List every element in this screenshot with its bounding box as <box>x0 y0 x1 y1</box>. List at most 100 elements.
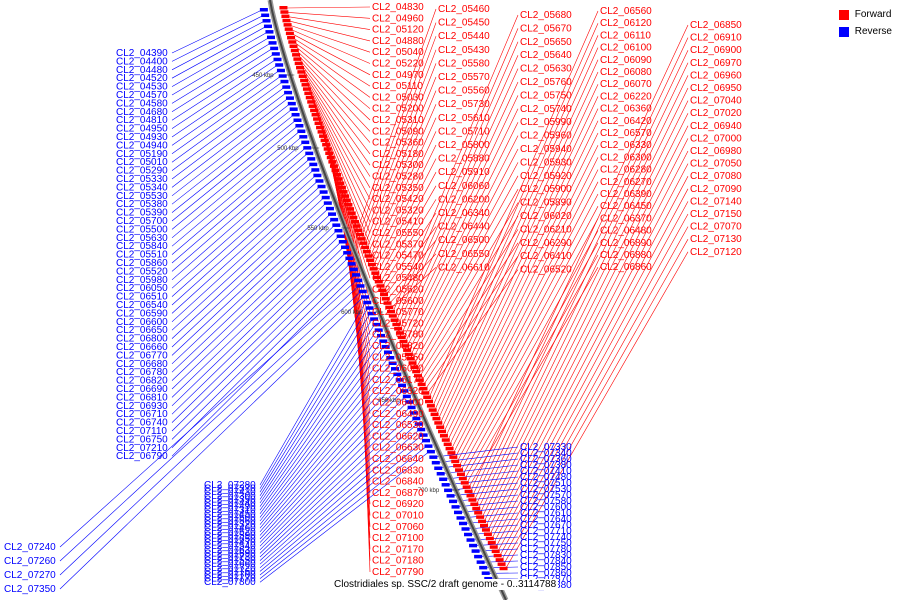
forward-gene <box>376 284 385 288</box>
reverse-connector <box>171 192 322 331</box>
forward-connector <box>458 206 599 467</box>
reverse-gene-label: CL2_07760 <box>204 566 256 577</box>
forward-gene-label: CL2_05430 <box>438 45 490 56</box>
forward-gene-label: CL2_05420 <box>372 194 424 205</box>
reverse-gene-label: CL2_07480 <box>520 472 572 483</box>
forward-gene <box>412 369 421 374</box>
forward-gene <box>308 104 317 108</box>
reverse-gene <box>311 168 320 172</box>
forward-gene <box>337 185 346 190</box>
forward-gene-label: CL2_05670 <box>520 23 572 34</box>
forward-gene-label: CL2_06610 <box>438 262 490 273</box>
reverse-connector <box>171 87 285 171</box>
forward-gene-label: CL2_06520 <box>520 265 572 276</box>
reverse-gene <box>265 30 274 34</box>
reverse-gene-label: CL2_07740 <box>520 532 572 543</box>
forward-gene <box>319 134 328 138</box>
reverse-gene-label: CL2_07710 <box>520 526 572 537</box>
forward-gene <box>410 365 419 370</box>
reverse-gene-label: CL2_05010 <box>116 157 168 168</box>
forward-connector <box>401 81 519 334</box>
forward-connector <box>368 90 437 253</box>
forward-gene-label: CL2_05550 <box>372 228 424 239</box>
forward-gene <box>347 211 356 215</box>
forward-gene-label: CL2_05740 <box>520 104 572 115</box>
reverse-gene-label: CL2_07500 <box>204 512 256 523</box>
reverse-gene-label: CL2_07690 <box>204 548 256 559</box>
forward-gene <box>495 558 504 562</box>
forward-gene-label: CL2_05820 <box>372 341 424 352</box>
forward-gene <box>434 421 443 425</box>
reverse-connector <box>259 313 371 493</box>
forward-gene <box>385 305 394 310</box>
reverse-gene <box>454 510 463 515</box>
forward-gene-label: CL2_05650 <box>520 37 572 48</box>
forward-gene <box>300 78 309 83</box>
forward-connector <box>501 226 689 561</box>
reverse-gene <box>266 35 275 40</box>
reverse-gene-label: CL2_06690 <box>116 384 168 395</box>
forward-connector <box>295 46 371 109</box>
reverse-gene-label: CL2_05500 <box>116 224 168 235</box>
forward-gene <box>297 70 306 74</box>
forward-gene <box>380 292 389 297</box>
scale-label: 450 kbp <box>252 73 274 79</box>
forward-connector <box>453 169 599 454</box>
reverse-gene <box>469 543 478 548</box>
forward-gene-label: CL2_05030 <box>372 92 424 103</box>
reverse-connector <box>259 368 394 529</box>
legend-forward: Forward <box>838 6 892 23</box>
forward-gene-label: CL2_06550 <box>438 249 490 260</box>
forward-gene <box>388 314 397 318</box>
forward-gene-label: CL2_06830 <box>372 465 424 476</box>
forward-gene <box>464 489 473 494</box>
forward-gene-label: CL2_06630 <box>372 443 424 454</box>
forward-connector <box>419 215 519 377</box>
forward-gene-label: CL2_05300 <box>372 160 424 171</box>
reverse-gene <box>358 289 367 294</box>
reverse-gene-label: CL2_07590 <box>204 530 256 541</box>
forward-connector <box>303 72 371 177</box>
gene-labels: CL2_04830CL2_04960CL2_05120CL2_04880CL2_… <box>4 2 742 595</box>
forward-gene-label: CL2_07040 <box>690 96 742 107</box>
reverse-gene <box>377 333 386 338</box>
reverse-connector <box>171 142 304 255</box>
forward-connector <box>405 108 519 342</box>
forward-gene <box>293 57 302 61</box>
forward-gene-label: CL2_06850 <box>690 20 742 31</box>
reverse-connector <box>171 76 281 155</box>
reverse-gene <box>280 79 289 84</box>
forward-gene <box>336 181 345 185</box>
forward-connector <box>294 41 371 98</box>
forward-gene <box>317 130 326 134</box>
forward-connector <box>499 213 689 557</box>
forward-gene <box>307 100 316 104</box>
forward-gene <box>304 91 313 96</box>
forward-gene <box>415 378 424 382</box>
forward-connector <box>288 20 371 42</box>
forward-gene-label: CL2_05370 <box>372 239 424 250</box>
reverse-connector <box>171 263 350 440</box>
reverse-connector <box>171 31 268 87</box>
reverse-gene-label: CL2_07270 <box>4 570 56 581</box>
forward-gene-label: CL2_05960 <box>520 131 572 142</box>
reverse-connector <box>171 236 339 398</box>
reverse-connector <box>259 352 387 518</box>
reverse-connector <box>259 324 375 500</box>
forward-gene <box>468 498 477 502</box>
reverse-connector <box>259 440 425 576</box>
reverse-gene-label: CL2_05630 <box>116 233 168 244</box>
reverse-connector <box>259 341 382 511</box>
reverse-gene <box>409 411 418 415</box>
reverse-gene <box>388 361 397 366</box>
forward-connector <box>479 87 689 514</box>
forward-gene <box>349 215 358 220</box>
forward-connector <box>366 76 437 248</box>
reverse-connector <box>171 15 264 62</box>
forward-gene-label: CL2_06070 <box>600 79 652 90</box>
forward-connector <box>481 100 689 518</box>
forward-gene-label: CL2_05040 <box>372 47 424 58</box>
reverse-gene-label: CL2_04810 <box>116 115 168 126</box>
forward-gene-label: CL2_05560 <box>438 86 490 97</box>
reverse-gene <box>471 549 480 553</box>
